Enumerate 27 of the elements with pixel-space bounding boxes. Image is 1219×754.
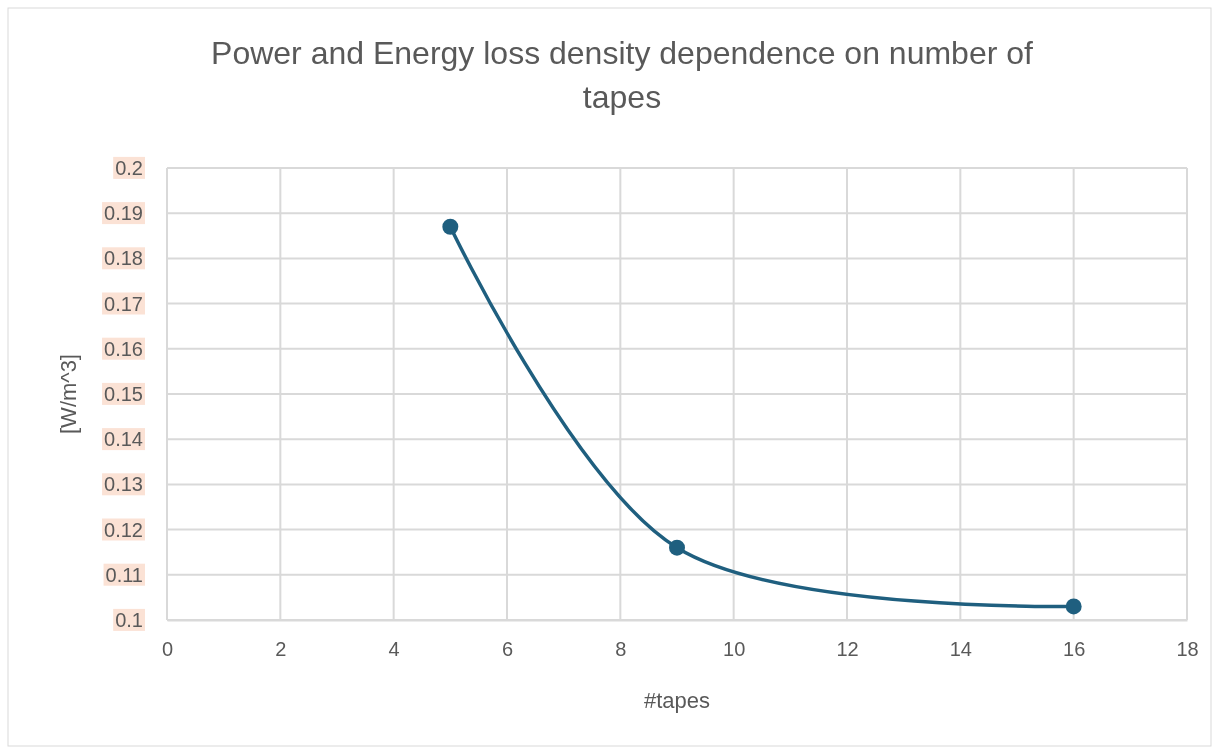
y-tick-label: 0.1 [115,608,143,631]
y-tick-label: 0.11 [105,563,143,586]
x-tick-label: 6 [501,638,514,661]
y-tick-label: 0.17 [104,292,143,315]
x-tick-label: 8 [615,638,627,661]
x-tick-label: 10 [723,638,746,661]
y-tick-label: 0.13 [104,473,143,496]
y-tick-label: 0.12 [104,518,143,541]
point [442,218,459,235]
x-axis-title: #tapes [643,688,711,713]
y-tick-label: 0.15 [104,382,143,405]
point [669,539,685,556]
x-tick-label: 16 [1063,638,1086,661]
y-tick-label: 0.14 [104,428,143,451]
chart-title: Power and Energy loss density dependence on number of tapes [211,35,1034,115]
x-tick-label: 12 [836,638,859,661]
y-tick-label: 0.2 [115,156,143,179]
x-tick-label: 18 [1176,638,1199,661]
point [1065,598,1082,615]
y-tick-label: 0.16 [104,337,143,360]
x-tick-label: 0 [161,638,174,661]
y-tick-label: 0.18 [104,247,143,270]
y-tick-label: 0.19 [104,202,143,225]
x-tick-label: 2 [275,638,287,661]
x-tick-label: 4 [388,638,400,661]
x-tick-label: 14 [949,638,972,661]
y-axis-title: [W/m^3] [56,354,81,434]
